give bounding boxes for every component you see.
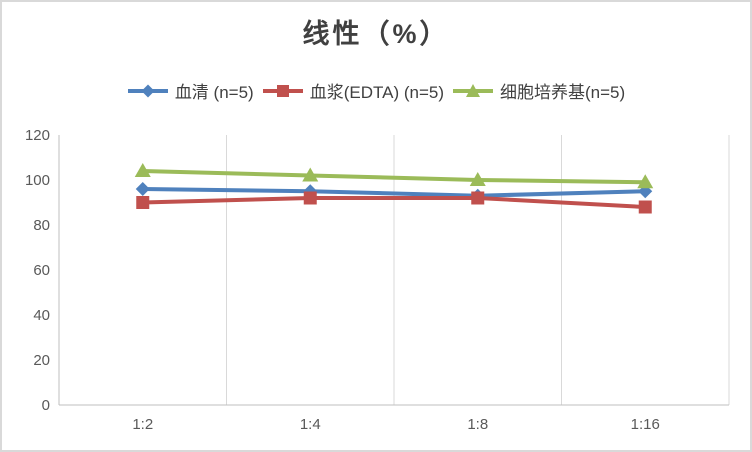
series-line-square <box>142 196 646 209</box>
legend-label-culture-medium: 细胞培养基(n=5) <box>500 83 626 102</box>
x-category-label: 1:4 <box>300 416 321 433</box>
x-category-label: 1:16 <box>631 416 660 433</box>
x-category-label: 1:8 <box>467 416 488 433</box>
y-tick-label: 0 <box>42 397 50 414</box>
data-point-square <box>638 200 652 214</box>
data-point-triangle <box>134 163 151 177</box>
series-line-triangle <box>142 169 646 185</box>
y-tick-label: 120 <box>25 127 50 144</box>
data-point-triangle <box>637 174 654 189</box>
data-point-square <box>471 191 485 205</box>
chart-title: 线性（%） <box>302 19 450 49</box>
y-tick-label: 100 <box>25 172 50 189</box>
y-tick-label: 40 <box>33 307 50 324</box>
y-tick-label: 80 <box>33 217 50 234</box>
legend-marker-diamond-icon <box>127 84 168 97</box>
legend-item-serum: 血清 (n=5) <box>127 78 254 103</box>
legend-label-plasma: 血浆(EDTA) (n=5) <box>309 83 444 102</box>
y-tick-label: 20 <box>33 352 50 369</box>
x-category-label: 1:2 <box>132 416 153 433</box>
chart-legend: 血清 (n=5) 血浆(EDTA) (n=5) 细胞培养基(n=5) <box>2 78 750 103</box>
legend-label-serum: 血清 (n=5) <box>174 83 254 102</box>
data-point-diamond <box>135 182 150 196</box>
legend-item-plasma: 血浆(EDTA) (n=5) <box>262 78 444 103</box>
data-point-triangle <box>469 172 486 186</box>
legend-item-culture-medium: 细胞培养基(n=5) <box>452 78 625 103</box>
y-tick-label: 60 <box>33 262 50 279</box>
legend-marker-square-icon <box>262 84 303 97</box>
data-point-square <box>303 191 317 205</box>
data-point-square <box>136 196 150 209</box>
legend-marker-triangle-icon <box>453 83 493 97</box>
data-point-triangle <box>302 167 319 182</box>
series-line-diamond <box>142 187 646 198</box>
